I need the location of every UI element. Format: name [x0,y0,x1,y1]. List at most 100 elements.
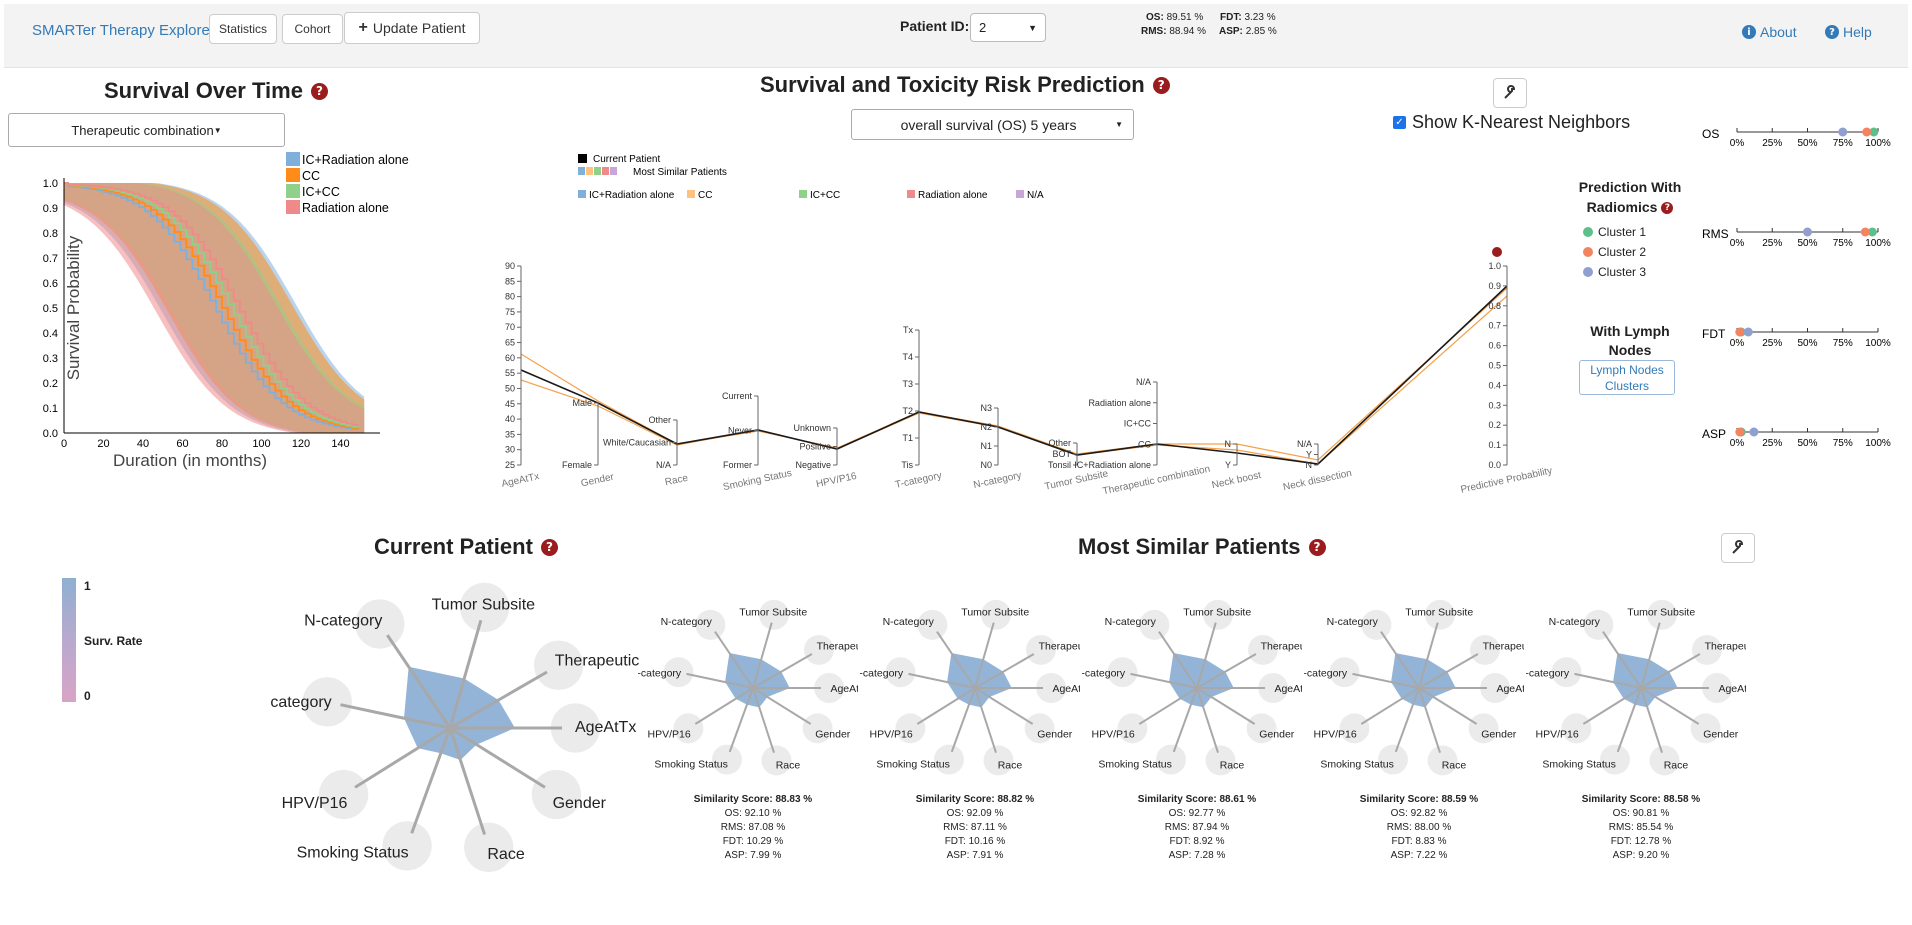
radar-bubble [803,634,834,665]
dotplot-label: RMS [1702,227,1729,241]
help-icon[interactable]: ? [1308,538,1326,556]
help-icon[interactable]: ? [310,82,328,100]
axis-tick-label: 0.2 [1488,420,1501,430]
scale-bottom-label: 0 [84,689,91,703]
radar-axis [1418,622,1439,689]
help-icon[interactable] [1492,247,1502,257]
radar-axis-label: T-category [860,668,904,680]
radar-bubble [885,657,916,688]
radar-axis-label: HPV/P16 [648,728,691,740]
radar-bubble [695,609,726,640]
knn-toggle[interactable]: ✓ Show K-Nearest Neighbors [1393,112,1630,133]
plus-icon: + [358,19,368,36]
radar-bubble [1139,609,1170,640]
axis-tick-label: 0.9 [1488,281,1501,291]
radar-axis-label: T-category [638,668,682,680]
similar-score: Similarity Score: 88.82 % [915,794,1035,805]
radar-axis-label: Gender [1703,728,1739,740]
similar-score: Similarity Score: 88.83 % [693,794,813,805]
about-link[interactable]: i About [1742,24,1797,40]
radar-axis [354,726,451,789]
radar-axis [1640,687,1700,725]
dotplot-tick-label: 100% [1865,138,1891,149]
lymph-nodes-button[interactable]: Lymph Nodes Clusters [1579,360,1675,395]
dotplot-tick-label: 0% [1730,438,1745,449]
axis-tick-label: 45 [505,399,515,409]
axis-tick-label: 25 [505,460,515,470]
similar-patient-line [520,287,1508,461]
axis-tick-label: T3 [902,379,913,389]
dotplot-tick-label: 75% [1833,238,1853,249]
navbar: SMARTer Therapy Explorer Statistics Coho… [4,4,1908,68]
statistics-button[interactable]: Statistics [209,14,277,44]
dotplot-tick-label: 25% [1762,438,1782,449]
radar-axis [1602,631,1642,689]
km-line-0 [64,182,360,430]
axis-tick-label: 0.5 [1488,361,1501,371]
radar-bubble [983,745,1014,776]
help-icon[interactable]: ? [1152,76,1170,94]
similar-os: OS: 90.81 % [1612,808,1670,819]
dotplot-point [1862,127,1872,137]
radar-axis [1158,631,1198,689]
legend-group-label: IC+Radiation alone [589,190,675,201]
axis-name-label: T-category [894,470,943,491]
brand-link[interactable]: SMARTer Therapy Explorer [32,22,215,39]
axis-tick-label: 65 [505,338,515,348]
x-tick-label: 0 [61,438,67,450]
radar-axis-label: T-category [1526,668,1570,680]
legend-swatch-similar [578,167,585,175]
dotplot-point [1743,327,1753,337]
similar-patient-radar: AgeAtTx Gender Race Smoking Status HPV/P16 T-… [860,599,1080,776]
axis-tick-label: 0.8 [1488,301,1501,311]
cluster-dot [1583,227,1593,237]
axis-tick-label: Y [1225,460,1231,470]
radar-bubble [663,657,694,688]
legend-swatch-group [578,190,586,198]
axis-tick-label: 30 [505,445,515,455]
help-icon[interactable]: ? [1661,202,1674,215]
help-link[interactable]: ? Help [1825,24,1872,40]
cluster-legend: Cluster 1 Cluster 2 Cluster 3 [1583,222,1646,282]
radar-axis-label: Smoking Status [1320,759,1394,771]
y-tick-label: 0.1 [43,403,58,415]
axis-tick-label: IC+CC [1124,419,1152,429]
radar-axis-label: Gender [815,728,851,740]
checkbox-icon[interactable]: ✓ [1393,116,1406,129]
radar-axis [386,634,452,729]
dotplot-tick-label: 0% [1730,238,1745,249]
similar-fdt: FDT: 10.29 % [722,836,784,847]
patient-id-select[interactable]: 2 ▼ [970,13,1046,42]
update-patient-button[interactable]: + Update Patient [344,12,480,44]
legend-group-label: Radiation alone [918,190,988,201]
cluster-legend-item: Cluster 1 [1583,222,1646,242]
radar-axis-label: Tumor Subsite [1405,606,1473,618]
outcome-select-value: overall survival (OS) 5 years [900,116,1077,133]
survival-group-dropdown[interactable]: Therapeutic combination ▼ [8,113,285,147]
x-axis-label: Duration (in months) [113,451,267,470]
similar-asp: ASP: 7.91 % [946,850,1004,861]
radar-axis-label: Smoking Status [297,845,409,862]
y-tick-label: 0.6 [43,278,58,290]
axis-tick-label: 75 [505,307,515,317]
help-icon[interactable]: ? [540,538,558,556]
radar-bubble [459,582,510,633]
similar-asp: ASP: 9.20 % [1612,850,1670,861]
chevron-down-icon: ▼ [1115,120,1123,129]
radar-axis [908,672,976,689]
radar-axis-label: N-category [661,616,713,628]
radar-axis [1640,622,1661,689]
wrench-icon[interactable] [1721,533,1755,563]
outcome-select[interactable]: overall survival (OS) 5 years ▼ [851,109,1134,140]
dotplot-label: OS [1702,127,1719,141]
radar-axis [752,687,775,753]
axis-tick-label: Positive [799,442,831,452]
radar-axis [752,622,773,689]
cohort-button[interactable]: Cohort [282,14,343,44]
axis-tick-label: 70 [505,322,515,332]
dotplot-tick-label: 50% [1797,138,1817,149]
radar-axis [916,687,976,725]
wrench-icon[interactable] [1493,78,1527,108]
radar-bubble [933,744,964,775]
radar-bubble [761,745,792,776]
